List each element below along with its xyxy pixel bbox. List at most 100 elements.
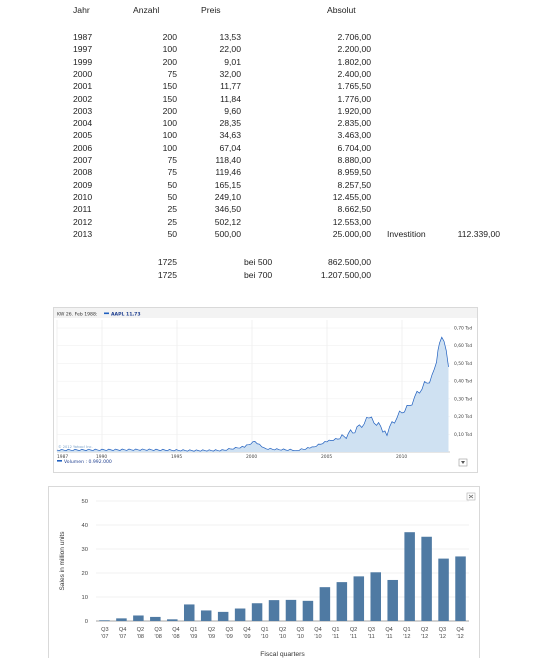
row-count: 200 xyxy=(162,105,177,116)
row-total: 1.765,50 xyxy=(337,81,371,92)
summary-count: 1725 xyxy=(157,270,177,280)
x-tick-quarter: Q4 xyxy=(119,627,126,633)
row-total: 2.706,00 xyxy=(337,32,371,42)
x-tick-year: '10 xyxy=(279,634,286,640)
x-tick-year: '10 xyxy=(314,634,321,640)
x-tick-year: '11 xyxy=(350,634,357,640)
bar xyxy=(150,616,161,621)
row-price: 9,60 xyxy=(224,105,241,116)
y-tick-label: 40 xyxy=(82,523,88,529)
row-price: 32,00 xyxy=(219,68,241,79)
row-year: 2010 xyxy=(73,191,93,202)
header-year: Jahr xyxy=(73,5,90,15)
bar xyxy=(421,536,432,621)
row-total: 8.959,50 xyxy=(337,167,371,178)
row-year: 2009 xyxy=(73,179,93,190)
summary-price-level: bei 700 xyxy=(244,270,273,280)
x-tick-label: 1995 xyxy=(171,454,182,460)
x-tick-label: 1990 xyxy=(96,454,107,460)
y-tick-label: 0,70 Tsd xyxy=(454,326,472,332)
row-count: 50 xyxy=(167,179,177,190)
bar xyxy=(183,604,195,621)
row-count: 200 xyxy=(162,56,177,67)
bar xyxy=(116,618,127,621)
row-total: 6.704,00 xyxy=(337,142,371,153)
bar xyxy=(99,620,110,621)
row-total: 12.553,00 xyxy=(332,216,371,227)
row-year: 2013 xyxy=(73,228,93,239)
expand-button[interactable] xyxy=(458,458,468,467)
row-count: 150 xyxy=(162,81,177,92)
row-price: 118,40 xyxy=(215,155,241,165)
sales-x-ticks: Q3'07Q4'07Q2'08Q3'08Q4'08Q1'09Q2'09Q3'09… xyxy=(101,627,464,640)
bar xyxy=(455,556,466,621)
x-tick-quarter: Q3 xyxy=(368,627,375,633)
row-price: 249,10 xyxy=(214,191,241,202)
x-tick-quarter: Q4 xyxy=(314,627,321,633)
bar xyxy=(319,587,331,621)
summary-count: 1725 xyxy=(157,257,177,267)
x-tick-quarter: Q4 xyxy=(456,627,463,633)
volume-swatch xyxy=(57,460,62,462)
x-tick-quarter: Q3 xyxy=(297,627,304,633)
row-count: 100 xyxy=(162,130,177,141)
y-axis-label: Sales in million units xyxy=(59,531,66,591)
row-total: 25.000,00 xyxy=(332,228,371,239)
row-count: 50 xyxy=(167,228,177,239)
row-year: 2004 xyxy=(73,118,93,129)
stock-header-bar xyxy=(54,308,477,318)
x-tick-quarter: Q2 xyxy=(137,627,144,633)
header-total: Absolut xyxy=(327,5,356,15)
x-tick-quarter: Q3 xyxy=(101,627,108,633)
y-tick-label: 0,10 Tsd xyxy=(454,432,472,438)
x-tick-quarter: Q1 xyxy=(190,627,197,633)
x-tick-year: '12 xyxy=(421,634,428,640)
bar xyxy=(370,572,381,621)
bar xyxy=(234,608,246,621)
stock-chart: KW 26. Feb 1988: AAPL 11,73 0,70 Tsd 0,60… xyxy=(53,307,478,473)
row-count: 150 xyxy=(162,93,177,104)
watermark: © 2012 Yahoo! Inc. xyxy=(58,445,93,449)
row-price: 28,35 xyxy=(219,118,241,129)
x-tick-label: 2010 xyxy=(396,454,407,460)
x-tick-label: 2005 xyxy=(321,454,332,460)
row-total: 1.920,00 xyxy=(337,105,371,116)
row-price: 22,00 xyxy=(219,44,241,55)
row-count: 25 xyxy=(167,216,177,227)
x-axis-label: Fiscal quarters xyxy=(260,651,305,658)
row-total: 1.802,00 xyxy=(337,56,371,67)
bar xyxy=(438,558,449,621)
investment-label: Investition xyxy=(387,228,426,239)
row-total: 8.257,50 xyxy=(337,179,371,190)
x-tick-year: '08 xyxy=(155,634,162,640)
x-tick-quarter: Q3 xyxy=(225,627,232,633)
row-year: 2002 xyxy=(73,93,93,104)
x-tick-quarter: Q3 xyxy=(154,627,161,633)
close-button[interactable] xyxy=(466,492,476,501)
bar xyxy=(285,599,297,621)
series-swatch xyxy=(104,312,109,315)
x-tick-quarter: Q2 xyxy=(279,627,286,633)
x-tick-year: '09 xyxy=(226,634,233,640)
x-tick-quarter: Q4 xyxy=(243,627,250,633)
row-price: 500,00 xyxy=(214,228,241,239)
bar xyxy=(404,532,415,621)
y-tick-label: 10 xyxy=(82,595,88,601)
y-tick-label: 0,20 Tsd xyxy=(454,414,472,420)
x-tick-quarter: Q1 xyxy=(403,627,410,633)
summary-total: 862.500,00 xyxy=(327,257,371,267)
stock-area xyxy=(56,336,449,452)
row-count: 75 xyxy=(167,68,177,79)
row-total: 2.200,00 xyxy=(337,44,371,55)
bar xyxy=(268,600,280,621)
y-tick-label: 0,60 Tsd xyxy=(454,343,472,349)
stock-chart-svg: KW 26. Feb 1988: AAPL 11,73 0,70 Tsd 0,60… xyxy=(54,308,477,467)
row-total: 8.880,00 xyxy=(337,155,371,165)
row-price: 502,12 xyxy=(214,216,241,227)
chevron-down-icon xyxy=(461,461,465,464)
row-count: 100 xyxy=(162,118,177,129)
bar xyxy=(251,603,263,621)
x-tick-year: '09 xyxy=(190,634,197,640)
x-tick-quarter: Q4 xyxy=(172,627,179,633)
x-tick-quarter: Q4 xyxy=(385,627,392,633)
